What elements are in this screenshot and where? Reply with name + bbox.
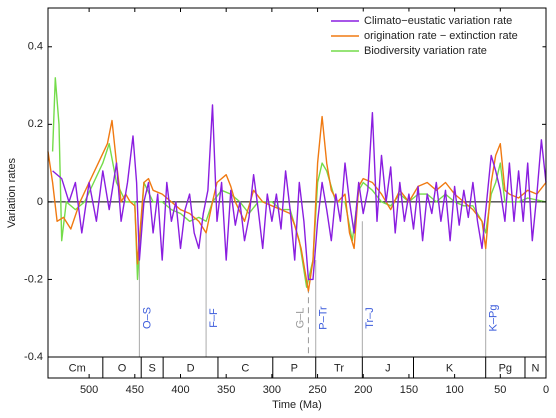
event-label: P–Tr: [318, 306, 330, 330]
event-label: F–F: [208, 308, 220, 328]
x-tick-label: 250: [308, 384, 326, 396]
y-tick-label: 0.2: [28, 118, 43, 130]
legend-label: Climato−eustatic variation rate: [364, 15, 512, 27]
period-label: Tr: [334, 362, 344, 374]
legend-box: [326, 11, 543, 63]
x-axis-label: Time (Ma): [272, 399, 322, 411]
period-label: J: [385, 362, 391, 374]
x-tick-label: 300: [263, 384, 281, 396]
x-tick-label: 200: [354, 384, 372, 396]
period-label: C: [241, 362, 249, 374]
x-tick-label: 400: [171, 384, 189, 396]
x-tick-label: 350: [217, 384, 235, 396]
series-line: [47, 115, 547, 292]
x-tick-label: 0: [543, 384, 549, 396]
legend-label: origination rate − extinction rate: [364, 30, 518, 42]
y-tick-label: -0.4: [24, 351, 43, 363]
period-label: O: [118, 362, 127, 374]
period-label: K: [446, 362, 454, 374]
x-tick-label: 50: [494, 384, 506, 396]
period-label: D: [187, 362, 195, 374]
y-tick-label: 0: [37, 196, 43, 208]
x-tick-label: 100: [445, 384, 463, 396]
event-label: O–S: [141, 307, 153, 329]
y-tick-label: 0.4: [28, 41, 43, 53]
y-axis-label: Variation rates: [6, 157, 18, 228]
period-label: P: [291, 362, 298, 374]
x-tick-label: 500: [80, 384, 98, 396]
y-tick-label: -0.2: [24, 273, 43, 285]
x-tick-label: 150: [400, 384, 418, 396]
period-label: Cm: [69, 362, 86, 374]
series-line: [52, 104, 547, 281]
event-label: Tr–J: [364, 307, 376, 329]
period-label: S: [148, 362, 155, 374]
x-tick-label: 450: [126, 384, 144, 396]
period-label: N: [532, 362, 540, 374]
legend-label: Biodiversity variation rate: [364, 45, 487, 57]
plot-frame: [47, 7, 547, 379]
period-label: Pg: [499, 362, 512, 374]
event-label: K–Pg: [488, 305, 500, 332]
event-label: G–L: [294, 308, 306, 329]
